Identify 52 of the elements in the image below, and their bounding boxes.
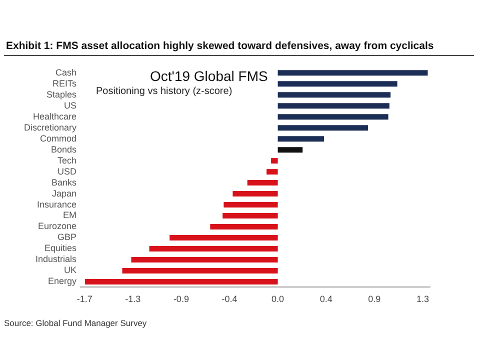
- chart-subtitle: Oct'19 Global FMS: [150, 68, 268, 84]
- source-note: Source: Global Fund Manager Survey: [4, 318, 147, 328]
- bar: [278, 114, 388, 120]
- bar: [85, 278, 278, 284]
- y-tick-label: UK: [64, 265, 77, 276]
- y-tick-label: Equities: [44, 243, 77, 254]
- y-tick-label: GBP: [58, 232, 77, 242]
- bar: [224, 202, 278, 208]
- y-tick-label: Insurance: [36, 199, 77, 210]
- x-tick-label: 0.0: [272, 294, 284, 304]
- x-tick-label: -1.7: [76, 294, 92, 304]
- bar: [278, 103, 390, 109]
- x-tick-label: -0.4: [222, 294, 238, 304]
- y-tick-label: Japan: [52, 188, 77, 198]
- y-tick-label: US: [64, 100, 77, 110]
- x-tick-label: 1.3: [416, 294, 430, 304]
- y-tick-label: USD: [58, 166, 77, 176]
- bar: [149, 246, 278, 252]
- bar: [271, 158, 278, 164]
- x-tick-label: -1.3: [125, 294, 141, 304]
- y-tick-label: Staples: [46, 89, 77, 100]
- bar: [122, 268, 278, 274]
- x-tick-label: 0.4: [320, 294, 332, 304]
- y-tick-label: Healthcare: [32, 111, 77, 122]
- y-tick-label: Banks: [52, 177, 78, 188]
- bar: [278, 81, 398, 87]
- bar: [278, 136, 324, 142]
- x-tick-label: -0.9: [173, 294, 189, 304]
- chart-title: Exhibit 1: FMS asset allocation highly skewed toward defensives, away from cyclicals: [6, 40, 434, 52]
- bar: [222, 213, 278, 219]
- x-tick-label: 0.9: [368, 294, 381, 304]
- y-tick-label: Commod: [40, 133, 77, 144]
- y-tick-label: Cash: [56, 67, 77, 78]
- y-tick-label: Eurozone: [38, 221, 77, 232]
- bar: [266, 169, 278, 175]
- bar: [210, 224, 278, 230]
- bar: [278, 147, 303, 153]
- y-tick-label: Tech: [58, 155, 77, 166]
- annotation: Positioning vs history (z-score): [96, 86, 232, 97]
- bar: [278, 70, 428, 76]
- bar: [131, 256, 278, 262]
- bar: [170, 235, 278, 240]
- bar: [278, 125, 368, 131]
- y-tick-label: REITs: [52, 78, 77, 88]
- bar: [247, 180, 278, 186]
- y-tick-label: Energy: [48, 276, 77, 286]
- y-tick-label: Bonds: [50, 144, 77, 154]
- y-tick-label: Discretionary: [24, 122, 78, 132]
- y-tick-label: Industrials: [35, 254, 77, 264]
- bar: [232, 191, 278, 197]
- y-tick-label: EM: [63, 210, 77, 220]
- bar: [278, 92, 391, 98]
